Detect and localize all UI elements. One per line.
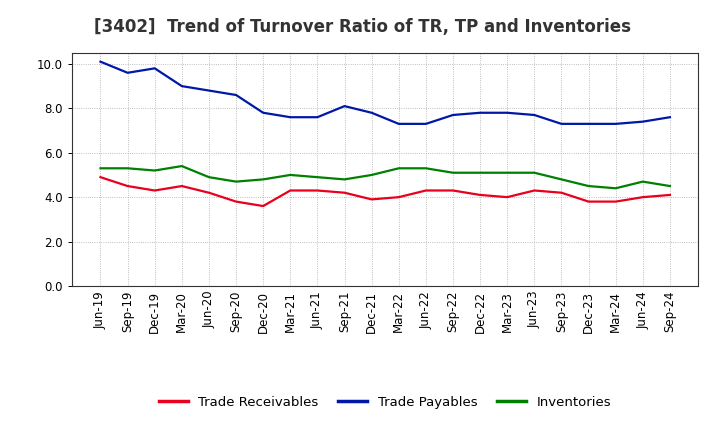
Trade Payables <box>367 110 376 115</box>
Trade Payables <box>150 66 159 71</box>
Trade Receivables <box>313 188 322 193</box>
Trade Receivables <box>449 188 457 193</box>
Trade Payables <box>96 59 105 64</box>
Trade Payables <box>259 110 268 115</box>
Trade Payables <box>178 84 186 89</box>
Trade Payables <box>204 88 213 93</box>
Trade Payables <box>421 121 430 127</box>
Inventories <box>530 170 539 176</box>
Trade Payables <box>313 114 322 120</box>
Inventories <box>584 183 593 189</box>
Trade Payables <box>286 114 294 120</box>
Trade Receivables <box>204 190 213 195</box>
Trade Payables <box>639 119 647 124</box>
Inventories <box>557 177 566 182</box>
Trade Receivables <box>584 199 593 204</box>
Trade Receivables <box>639 194 647 200</box>
Inventories <box>96 165 105 171</box>
Trade Payables <box>665 114 674 120</box>
Inventories <box>476 170 485 176</box>
Trade Receivables <box>150 188 159 193</box>
Trade Receivables <box>557 190 566 195</box>
Inventories <box>178 163 186 169</box>
Legend: Trade Receivables, Trade Payables, Inventories: Trade Receivables, Trade Payables, Inven… <box>153 391 617 414</box>
Inventories <box>123 165 132 171</box>
Inventories <box>313 175 322 180</box>
Trade Payables <box>584 121 593 127</box>
Line: Trade Payables: Trade Payables <box>101 62 670 124</box>
Inventories <box>341 177 349 182</box>
Inventories <box>449 170 457 176</box>
Trade Receivables <box>341 190 349 195</box>
Trade Receivables <box>232 199 240 204</box>
Trade Receivables <box>123 183 132 189</box>
Trade Receivables <box>395 194 403 200</box>
Trade Receivables <box>665 192 674 198</box>
Trade Receivables <box>96 175 105 180</box>
Inventories <box>204 175 213 180</box>
Inventories <box>421 165 430 171</box>
Inventories <box>611 186 620 191</box>
Inventories <box>639 179 647 184</box>
Trade Receivables <box>503 194 511 200</box>
Inventories <box>232 179 240 184</box>
Trade Receivables <box>530 188 539 193</box>
Trade Payables <box>123 70 132 75</box>
Inventories <box>150 168 159 173</box>
Inventories <box>286 172 294 178</box>
Line: Inventories: Inventories <box>101 166 670 188</box>
Trade Payables <box>341 103 349 109</box>
Line: Trade Receivables: Trade Receivables <box>101 177 670 206</box>
Trade Receivables <box>178 183 186 189</box>
Trade Receivables <box>259 203 268 209</box>
Trade Receivables <box>286 188 294 193</box>
Trade Payables <box>557 121 566 127</box>
Trade Payables <box>476 110 485 115</box>
Text: [3402]  Trend of Turnover Ratio of TR, TP and Inventories: [3402] Trend of Turnover Ratio of TR, TP… <box>94 18 631 36</box>
Trade Receivables <box>367 197 376 202</box>
Inventories <box>259 177 268 182</box>
Trade Payables <box>503 110 511 115</box>
Trade Payables <box>449 112 457 117</box>
Trade Payables <box>395 121 403 127</box>
Trade Payables <box>232 92 240 98</box>
Inventories <box>367 172 376 178</box>
Trade Receivables <box>476 192 485 198</box>
Inventories <box>665 183 674 189</box>
Trade Payables <box>611 121 620 127</box>
Inventories <box>395 165 403 171</box>
Inventories <box>503 170 511 176</box>
Trade Receivables <box>611 199 620 204</box>
Trade Receivables <box>421 188 430 193</box>
Trade Payables <box>530 112 539 117</box>
